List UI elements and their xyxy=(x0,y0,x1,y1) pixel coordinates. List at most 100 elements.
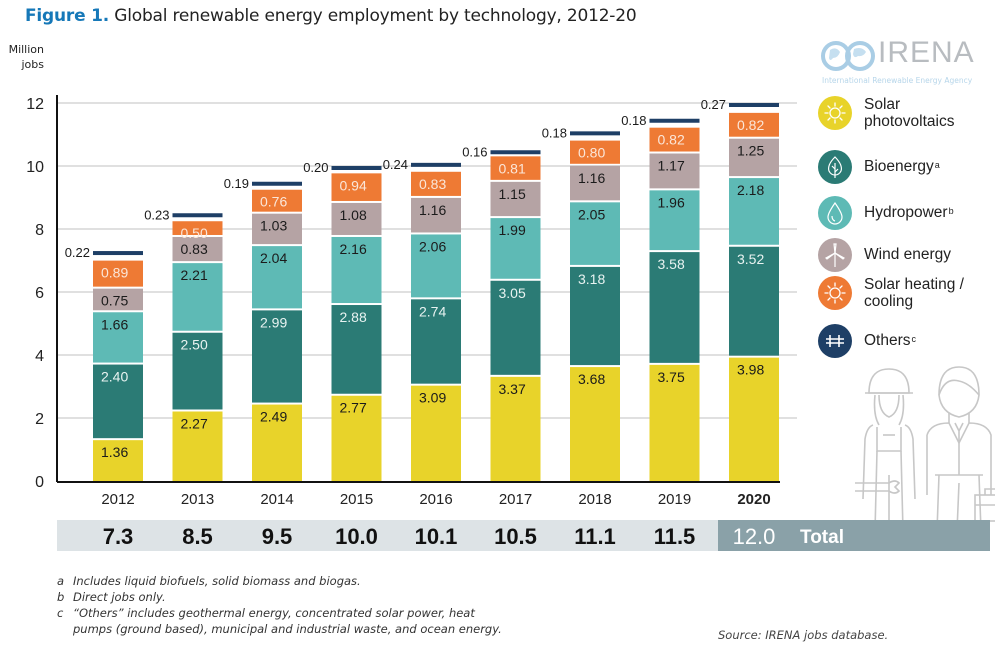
source-note: Source: IRENA jobs database. xyxy=(718,628,889,642)
bar-segment-hydropower xyxy=(490,218,541,279)
data-label-solar_pv: 3.98 xyxy=(737,362,764,378)
data-label-solar_heating: 0.80 xyxy=(578,145,605,161)
x-tick-label: 2014 xyxy=(260,491,293,508)
data-label-hydropower: 1.66 xyxy=(101,316,128,332)
bar-segment-wind xyxy=(729,138,779,177)
bar-segment-wind xyxy=(411,197,461,233)
footnote-text: Direct jobs only. xyxy=(73,590,166,604)
footnote: a Includes liquid biofuels, solid biomas… xyxy=(57,573,513,589)
bar-segment-bioenergy xyxy=(172,332,223,410)
legend-item: Hydropowerb xyxy=(818,196,954,230)
y-tick-label: 2 xyxy=(35,411,44,428)
footnote-text: “Others” includes geothermal energy, con… xyxy=(73,606,502,636)
bar-segment-wind xyxy=(649,153,700,189)
x-tick-label: 2018 xyxy=(578,491,611,508)
data-label-hydropower: 2.21 xyxy=(181,267,208,283)
irena-logo: IRENA International Renewable Energy Age… xyxy=(820,36,1000,90)
bar-segment-hydropower xyxy=(331,236,382,304)
total-value: 12.0 xyxy=(732,524,776,549)
data-label-solar_heating: 0.82 xyxy=(737,117,764,133)
worker-with-briefcase-icon xyxy=(926,366,995,530)
total-value: 8.5 xyxy=(182,524,213,549)
data-label-others: 0.16 xyxy=(462,144,487,159)
x-tick-label: 2015 xyxy=(340,491,373,508)
sun-icon xyxy=(818,276,852,310)
bar-segment-wind xyxy=(490,181,541,217)
total-value: 10.5 xyxy=(494,524,537,549)
bar-segment-wind xyxy=(252,213,302,245)
data-label-wind: 1.08 xyxy=(340,207,367,223)
data-label-wind: 1.16 xyxy=(419,202,446,218)
bar-segment-hydropower xyxy=(649,190,700,251)
data-label-wind: 1.16 xyxy=(578,170,605,186)
bar-segment-solar_heating xyxy=(490,156,541,180)
bar-segment-wind xyxy=(93,288,143,311)
y-tick-label: 0 xyxy=(35,474,44,491)
data-label-bioenergy: 3.05 xyxy=(499,285,526,301)
data-label-others: 0.20 xyxy=(303,160,328,175)
bar-segment-others xyxy=(331,166,382,170)
footnote: b Direct jobs only. xyxy=(57,589,513,605)
legend-item: Othersc xyxy=(818,324,916,358)
y-tick-label: 4 xyxy=(35,348,44,365)
bar-segment-solar_heating xyxy=(411,171,461,196)
legend-label: Othersc xyxy=(864,332,917,349)
bar-segment-others xyxy=(252,181,302,186)
data-label-others: 0.18 xyxy=(542,125,567,140)
y-tick-label: 10 xyxy=(26,159,44,176)
bar-segment-bioenergy xyxy=(93,364,143,439)
bar-segment-solar_heating xyxy=(729,112,779,137)
y-axis-label: Million jobs xyxy=(2,42,44,72)
total-value: 10.1 xyxy=(414,524,458,549)
data-label-wind: 1.25 xyxy=(737,143,764,159)
bar-segment-wind xyxy=(570,165,620,201)
bar-segment-others xyxy=(649,118,700,123)
data-label-bioenergy: 3.52 xyxy=(737,251,764,267)
bar-segment-bioenergy xyxy=(570,266,620,366)
bar-segment-hydropower xyxy=(93,312,143,363)
legend-label: Solar heating / cooling xyxy=(864,276,964,310)
x-tick-label: 2012 xyxy=(101,491,134,508)
total-value: 7.3 xyxy=(102,524,134,549)
data-label-others: 0.27 xyxy=(701,97,726,112)
total-value: 11.1 xyxy=(574,524,616,549)
bar-segment-solar_heating xyxy=(570,140,620,164)
bar-segment-bioenergy xyxy=(729,246,779,356)
data-label-hydropower: 2.05 xyxy=(578,206,605,222)
bar-segment-others xyxy=(490,150,541,155)
data-label-hydropower: 2.06 xyxy=(419,238,446,254)
data-label-bioenergy: 2.74 xyxy=(419,303,446,319)
bar-segment-hydropower xyxy=(411,234,461,298)
bar-segment-solar_heating xyxy=(649,127,700,152)
footnotes: a Includes liquid biofuels, solid biomas… xyxy=(57,573,513,637)
bar-segment-solar_pv xyxy=(570,367,620,481)
legend-label: Solar photovoltaics xyxy=(864,96,955,130)
bars xyxy=(93,103,779,481)
logo-subtitle: International Renewable Energy Agency xyxy=(822,76,973,85)
water-drop-icon xyxy=(818,196,852,230)
footnote-key: c xyxy=(57,606,64,620)
footnote-key: a xyxy=(57,574,65,588)
bar-segment-hydropower xyxy=(172,263,223,331)
data-labels: 1.36 2.40 1.66 0.75 0.89 0.22 2.27 2.50 2.21 0.83… xyxy=(65,97,765,460)
bar-segment-wind xyxy=(331,202,382,235)
bar-segment-solar_pv xyxy=(331,395,382,481)
x-tick-label: 2019 xyxy=(658,491,691,508)
data-label-bioenergy: 3.58 xyxy=(658,256,685,272)
bar-segment-others xyxy=(411,162,461,167)
data-label-hydropower: 1.99 xyxy=(499,222,526,238)
data-label-solar_heating: 0.89 xyxy=(101,265,128,281)
bar-segment-others xyxy=(93,251,143,256)
total-value: 9.5 xyxy=(261,524,293,549)
bar-segment-others xyxy=(729,103,779,107)
bar-segment-bioenergy xyxy=(490,280,541,375)
bar-segment-solar_pv xyxy=(411,385,461,481)
data-label-others: 0.23 xyxy=(144,207,169,222)
data-label-others: 0.18 xyxy=(621,113,646,128)
bar-segment-bioenergy xyxy=(649,252,700,363)
data-label-others: 0.24 xyxy=(383,157,408,172)
legend-item: Solar heating / cooling xyxy=(818,276,964,310)
bar-segment-solar_heating xyxy=(331,173,382,201)
data-label-bioenergy: 2.88 xyxy=(340,309,367,325)
data-label-others: 0.19 xyxy=(224,176,249,191)
